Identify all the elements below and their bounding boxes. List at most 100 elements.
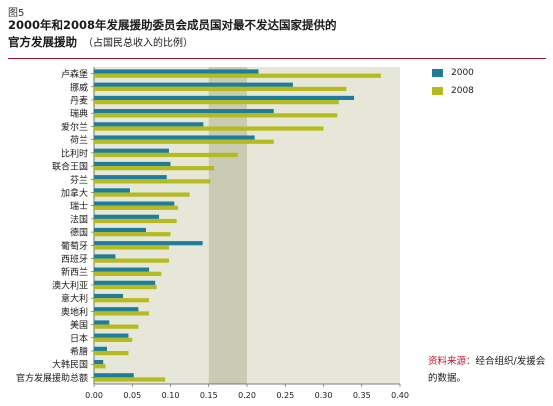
bar-2000 [94, 227, 147, 233]
legend-label-2008: 2008 [451, 86, 474, 96]
category-label: 希腊 [70, 345, 88, 357]
x-tick-label: 0.20 [238, 391, 256, 400]
category-label: 卢森堡 [61, 68, 88, 80]
source-text: 经合组织/发援会的数据。 [428, 356, 546, 384]
title-line-2-text: 官方发展援助 [8, 35, 77, 49]
legend-label-2000: 2000 [451, 68, 474, 78]
bar-2000 [94, 293, 124, 299]
title-line-2: 官方发展援助 （占国民总收入的比例） [8, 34, 337, 52]
bar-2000 [94, 109, 274, 114]
category-label: 挪威 [70, 81, 88, 93]
legend-swatch-2000 [432, 69, 443, 77]
bar-2008 [94, 324, 139, 329]
category-label: 比利时 [61, 147, 88, 159]
bar-2008 [94, 218, 177, 224]
bar-2008 [94, 232, 171, 237]
title-rule [8, 58, 546, 59]
source-label: 资料来源： [428, 356, 476, 367]
bar-2008 [94, 192, 190, 197]
x-tick-label: 0.35 [353, 391, 371, 400]
x-tick-label: 0.30 [315, 391, 333, 400]
legend-item-2000: 2000 [432, 68, 474, 78]
category-label: 瑞士 [70, 200, 88, 212]
bar-2000 [94, 241, 203, 246]
bar-2008 [94, 364, 106, 369]
category-label: 奥地利 [61, 306, 88, 318]
category-label: 日本 [70, 332, 88, 344]
category-label: 加拿大 [61, 187, 88, 199]
category-label: 美国 [70, 319, 88, 331]
bar-2008 [94, 179, 211, 184]
x-tick-label: 0.10 [162, 391, 180, 400]
bar-2000 [94, 254, 116, 259]
bar-2008 [94, 139, 274, 144]
category-label: 意大利 [61, 293, 88, 305]
bar-2000 [94, 214, 160, 219]
bar-2008 [94, 311, 150, 316]
bar-2000 [94, 346, 108, 351]
legend-swatch-2008 [432, 87, 443, 95]
source-note: 资料来源：经合组织/发援会的数据。 [428, 353, 546, 387]
bar-2000 [94, 82, 293, 87]
chart-subtitle: （占国民总收入的比例） [83, 38, 193, 49]
bar-2008 [94, 258, 169, 263]
bar-2000 [94, 175, 167, 180]
bar-2008 [94, 126, 324, 131]
bar-2000 [94, 122, 204, 127]
bar-2008 [94, 86, 347, 92]
bar-2008 [94, 205, 179, 210]
bar-2008 [94, 377, 166, 382]
bar-2000 [94, 320, 110, 325]
x-tick-label: 0.40 [391, 391, 409, 400]
bar-2008 [94, 245, 169, 250]
bar-2008 [94, 166, 215, 171]
category-label: 荷兰 [70, 134, 88, 146]
bar-2000 [94, 333, 129, 338]
x-tick-label: 0.15 [200, 391, 218, 400]
bar-2000 [94, 69, 259, 74]
bar-2008 [94, 350, 129, 356]
bar-2000 [94, 267, 150, 272]
bar-2008 [94, 113, 338, 118]
figure-label: 图5 [8, 8, 25, 19]
category-label: 新西兰 [61, 266, 88, 278]
bar-2000 [94, 307, 139, 312]
bar-2000 [94, 359, 104, 365]
x-tick-label: 0.00 [85, 391, 103, 400]
category-label: 联合王国 [52, 161, 88, 173]
chart-title: 2000年和2008年发展援助委员会成员国对最不发达国家提供的 官方发展援助 （占… [8, 17, 337, 52]
category-label: 法国 [70, 213, 88, 225]
legend-item-2008: 2008 [432, 86, 474, 96]
title-line-1: 2000年和2008年发展援助委员会成员国对最不发达国家提供的 [8, 18, 337, 32]
bar-2008 [94, 152, 238, 158]
category-label: 德国 [70, 227, 88, 239]
bar-2000 [94, 280, 156, 285]
bar-2008 [94, 284, 157, 290]
bar-2000 [94, 135, 255, 140]
category-label: 瑞典 [70, 108, 88, 120]
bar-2000 [94, 148, 169, 153]
bar-2000 [94, 201, 175, 206]
bar-2000 [94, 188, 130, 193]
bar-2008 [94, 337, 133, 342]
category-label: 官方发展援助总额 [16, 372, 88, 384]
bar-2000 [94, 95, 355, 101]
category-label: 爱尔兰 [61, 121, 88, 133]
bar-2008 [94, 271, 162, 276]
bar-2000 [94, 161, 171, 167]
highlight-band [208, 67, 247, 384]
category-label: 丹麦 [70, 95, 88, 107]
bar-2008 [94, 298, 150, 303]
category-label: 西班牙 [61, 253, 88, 265]
bar-2000 [94, 373, 134, 378]
bar-2008 [94, 73, 381, 78]
x-tick-label: 0.25 [276, 391, 294, 400]
category-label: 澳大利亚 [52, 279, 88, 291]
bar-2008 [94, 100, 339, 105]
x-tick-label: 0.05 [123, 391, 141, 400]
legend: 2000 2008 [432, 68, 474, 104]
category-label: 大韩民国 [52, 359, 88, 371]
category-label: 葡萄牙 [61, 240, 88, 252]
category-label: 芬兰 [70, 174, 88, 186]
